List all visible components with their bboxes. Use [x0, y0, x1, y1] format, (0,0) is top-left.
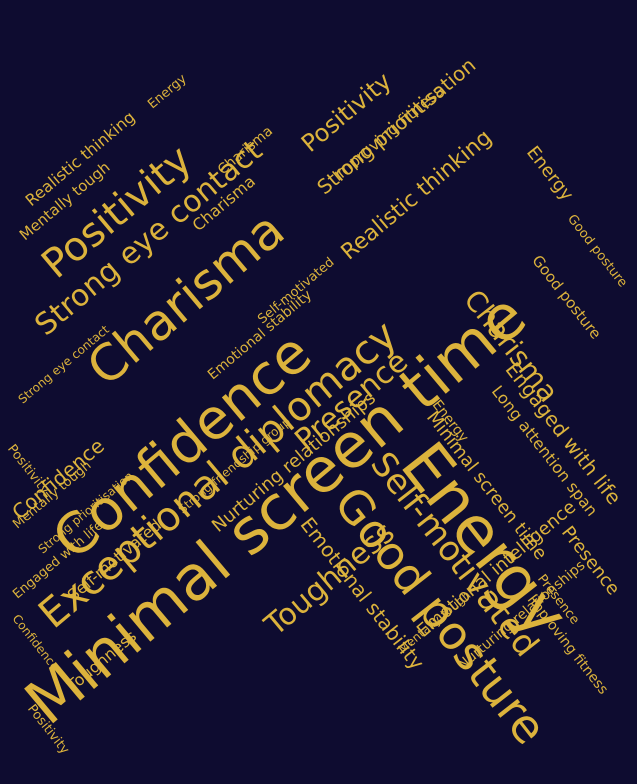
cloud-word: Energy: [145, 71, 190, 113]
cloud-word: Good posture: [528, 251, 605, 343]
cloud-word: Energy: [522, 142, 578, 205]
cloud-word: Good posture: [564, 211, 630, 291]
